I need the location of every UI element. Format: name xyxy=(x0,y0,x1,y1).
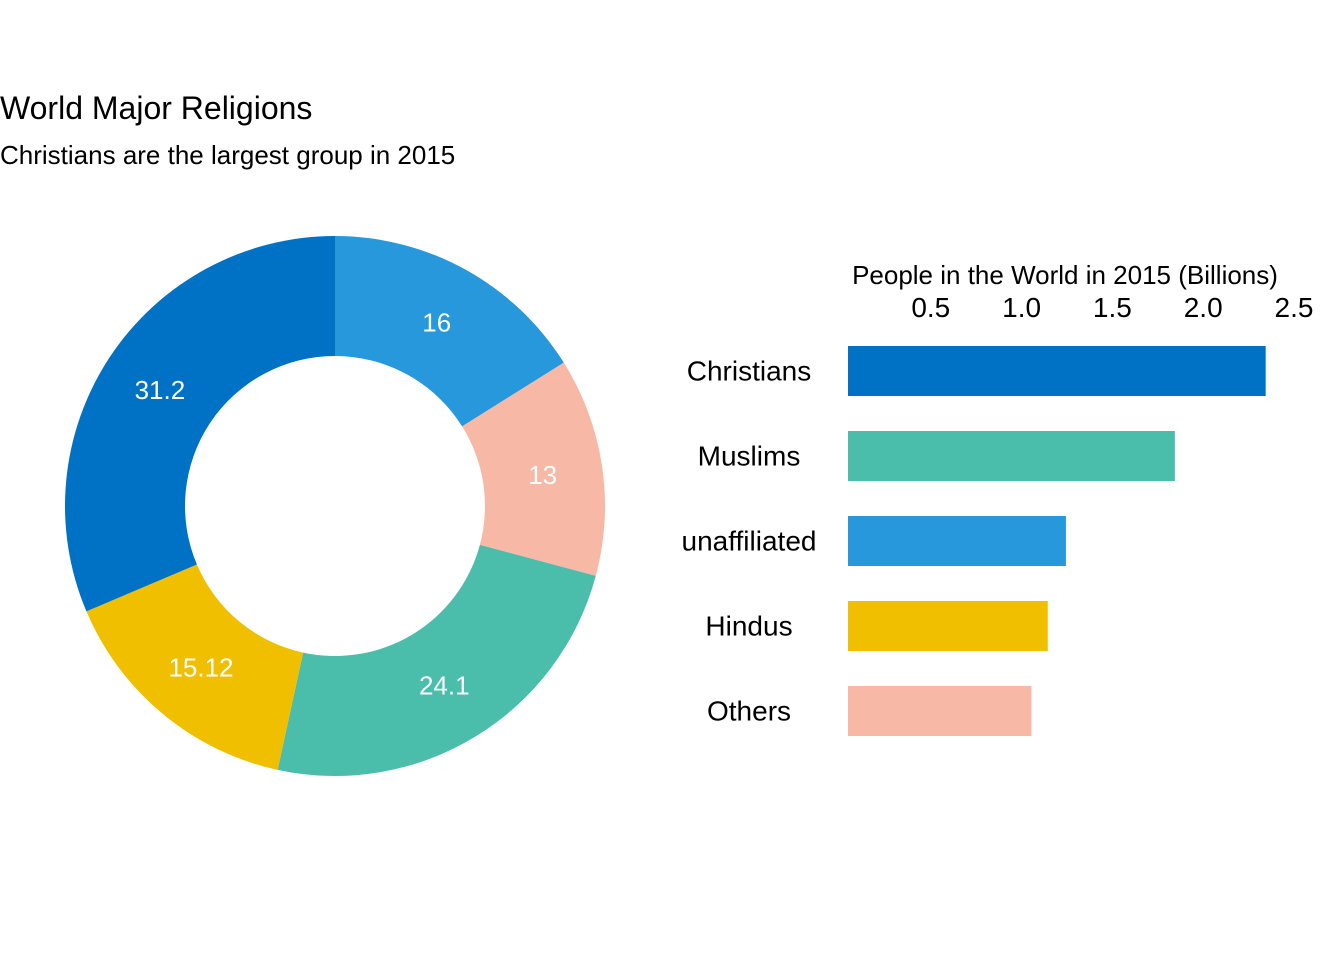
bar-hindus xyxy=(848,601,1048,651)
bar-unaffiliated xyxy=(848,516,1066,566)
bar-x-tick-label: 0.5 xyxy=(911,292,950,323)
chart-subtitle: Christians are the largest group in 2015 xyxy=(0,140,456,170)
donut-slice-muslims xyxy=(277,544,596,777)
donut-slice-hindus xyxy=(86,564,304,770)
donut-chart: 16 13 24.1 15.12 31.2 xyxy=(64,235,606,777)
bar-category-label: Hindus xyxy=(705,611,792,642)
bar-x-axis-label: People in the World in 2015 (Billions) xyxy=(852,260,1278,290)
bar-category-label: Muslims xyxy=(698,441,801,472)
bar-chart: People in the World in 2015 (Billions) 0… xyxy=(682,260,1314,736)
donut-label-hindus: 15.12 xyxy=(168,653,233,683)
bar-x-tick-label: 2.0 xyxy=(1184,292,1223,323)
donut-label-christians: 31.2 xyxy=(135,375,186,405)
bar-x-tick-label: 1.5 xyxy=(1093,292,1132,323)
donut-slice-others xyxy=(462,362,606,576)
bar-category-label: Christians xyxy=(687,356,811,387)
donut-slice-unaffiliated xyxy=(335,236,564,427)
bar-x-tick-label: 1.0 xyxy=(1002,292,1041,323)
bar-christians xyxy=(848,346,1266,396)
donut-label-others: 13 xyxy=(528,460,557,490)
bar-others xyxy=(848,686,1032,736)
bar-x-tick-label: 2.5 xyxy=(1275,292,1314,323)
bar-muslims xyxy=(848,431,1175,481)
donut-label-unaffiliated: 16 xyxy=(422,307,451,337)
donut-slice-christians xyxy=(64,235,336,612)
bar-category-label: Others xyxy=(707,696,791,727)
donut-label-muslims: 24.1 xyxy=(419,670,470,700)
chart-title: World Major Religions xyxy=(0,90,313,126)
bar-category-label: unaffiliated xyxy=(682,526,817,557)
